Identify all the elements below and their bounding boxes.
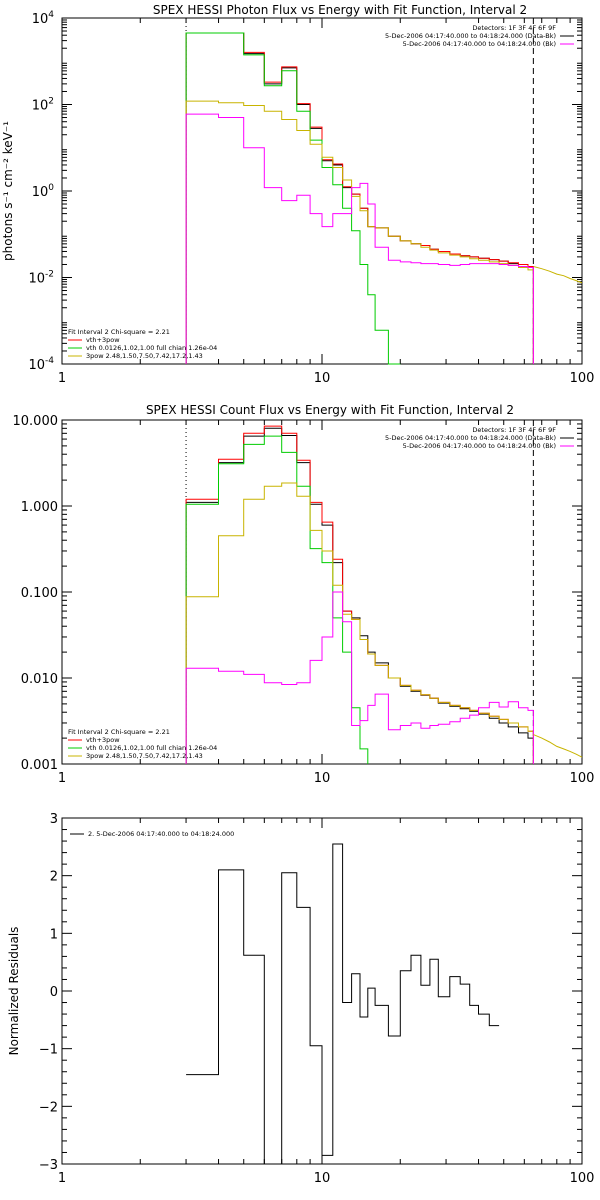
y-axis-label: photons s⁻¹ cm⁻² keV⁻¹ (1, 121, 15, 261)
chart-title: SPEX HESSI Photon Flux vs Energy with Fi… (153, 3, 527, 17)
y-tick-label: 2 (50, 870, 58, 885)
x-tick-label: 10 (314, 1171, 331, 1186)
y-tick-label: 104 (32, 10, 55, 27)
y-tick-label: 1 (50, 927, 58, 942)
y-tick-label: −2 (39, 1100, 58, 1115)
y-tick-label: 0.010 (21, 672, 58, 687)
y-tick-label: 10.000 (13, 414, 59, 429)
y-tick-label: 3 (50, 812, 58, 827)
x-tick-label: 10 (314, 371, 331, 386)
legend-entry: Fit Interval 2 Chi-square = 2.21 (68, 328, 170, 336)
legend-entry: 5-Dec-2006 04:17:40.000 to 04:18:24.000 … (385, 434, 556, 442)
series-3pow-extension (533, 734, 583, 758)
legend-entry: 3pow 2.48,1.50,7.50,7.42,17.2,1.43 (86, 352, 203, 360)
y-tick-label: 0.100 (21, 586, 58, 601)
plot-frame (61, 419, 583, 765)
y-tick-label: −3 (39, 1158, 58, 1173)
x-tick-label: 1 (58, 1171, 66, 1186)
legend-entry: Fit Interval 2 Chi-square = 2.21 (68, 728, 170, 736)
legend-entry: 3pow 2.48,1.50,7.50,7.42,17.2,1.43 (86, 752, 203, 760)
legend-entry: vth 0.0126,1.02,1.00 full chian 1.26e-04 (86, 744, 217, 752)
y-axis-label: Normalized Residuals (7, 927, 21, 1056)
series-bk (185, 591, 534, 764)
y-tick-label: 102 (32, 97, 54, 114)
count-flux-chart: SPEX HESSI Count Flux vs Energy with Fit… (13, 403, 595, 786)
legend-entry: 5-Dec-2006 04:17:40.000 to 04:18:24.000 … (385, 32, 556, 40)
y-tick-label: 0.001 (21, 758, 58, 773)
x-tick-label: 100 (570, 1171, 595, 1186)
legend-entry: 2. 5-Dec-2006 04:17:40.000 to 04:18:24.0… (88, 830, 234, 838)
plot-frame (61, 17, 583, 365)
series-3pow-extension (533, 266, 583, 284)
y-tick-label: 100 (32, 183, 55, 200)
chart-title: SPEX HESSI Count Flux vs Energy with Fit… (146, 403, 514, 417)
series-vth (185, 32, 401, 365)
legend-entry: 5-Dec-2006 04:17:40.000 to 04:18:24.000 … (403, 40, 556, 48)
y-tick-label: 1.000 (21, 500, 58, 515)
x-tick-label: 1 (58, 771, 66, 786)
legend-entry: vth+3pow (86, 736, 120, 744)
legend-entry: Detectors: 1F 3F 4F 6F 9F (472, 24, 556, 32)
legend-entry: Detectors: 1F 3F 4F 6F 9F (472, 426, 556, 434)
series-vth (185, 435, 369, 764)
series-bk (185, 113, 534, 364)
residuals-chart: Normalized Residuals 1 10 100 −3 −2 −1 0 1 2 3 2. … (7, 812, 595, 1186)
x-tick-label: 1 (58, 371, 66, 386)
photon-flux-chart: SPEX HESSI Photon Flux vs Energy with Fi… (1, 3, 595, 386)
series-3pow (185, 100, 534, 364)
legend-entry: vth 0.0126,1.02,1.00 full chian 1.26e-04 (86, 344, 217, 352)
series-3pow (185, 482, 534, 764)
legend-entry: vth+3pow (86, 336, 120, 344)
x-tick-label: 100 (570, 371, 595, 386)
x-tick-label: 100 (570, 771, 595, 786)
series-residuals (186, 843, 500, 1165)
y-tick-label: 10-2 (28, 270, 54, 287)
x-tick-label: 10 (314, 771, 331, 786)
legend-entry: 5-Dec-2006 04:17:40.000 to 04:18:24.000 … (403, 442, 556, 450)
y-tick-label: 0 (50, 985, 58, 1000)
y-tick-label: −1 (39, 1043, 58, 1058)
y-tick-label: 10-4 (28, 356, 54, 373)
